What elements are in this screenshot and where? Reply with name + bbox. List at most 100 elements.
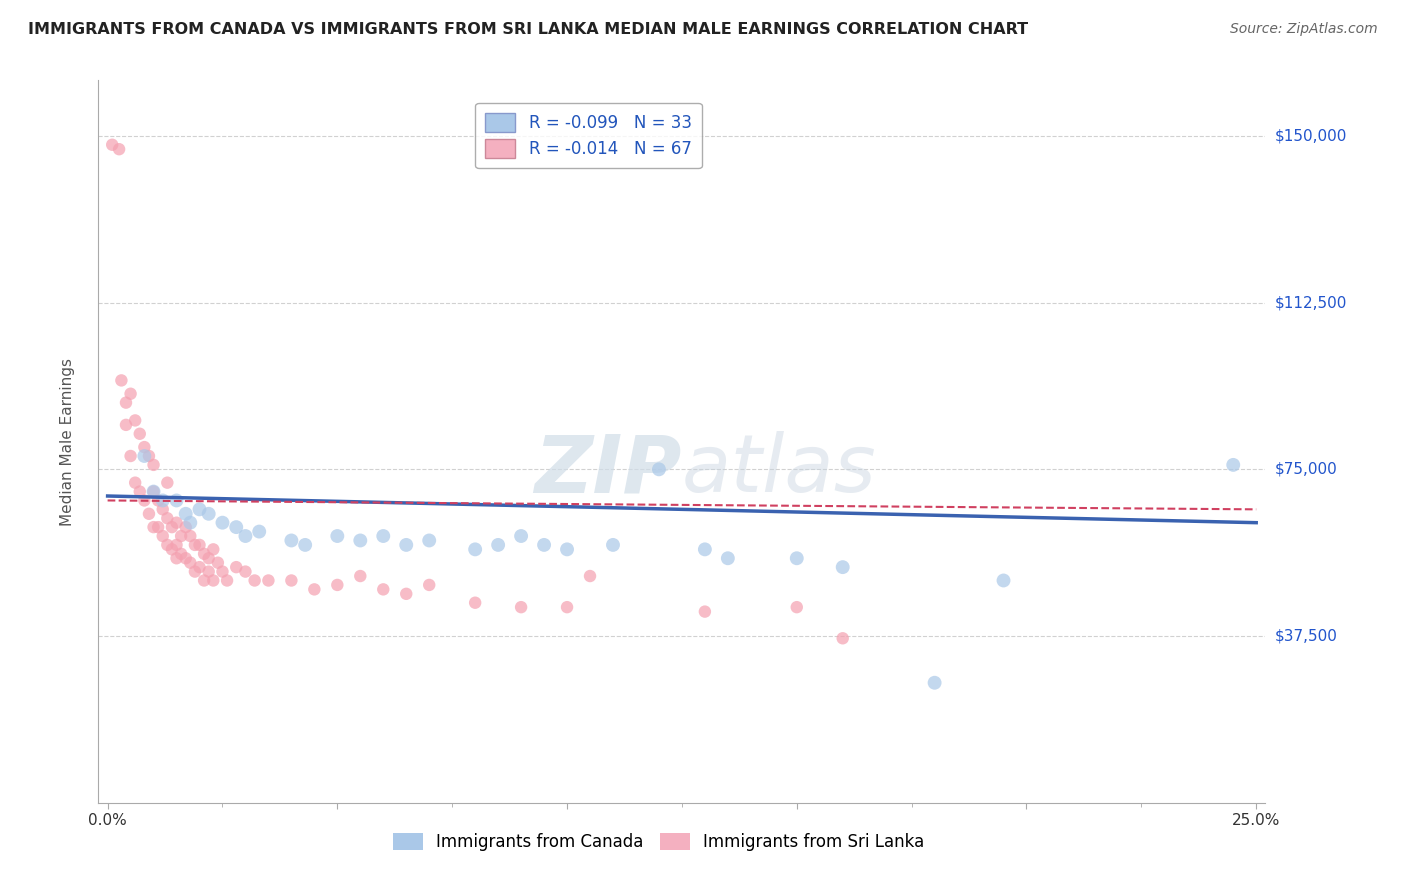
Point bbox=[160, 542, 183, 557]
Point bbox=[142, 458, 165, 472]
Point bbox=[294, 538, 316, 552]
Point bbox=[1222, 458, 1244, 472]
Point bbox=[170, 547, 193, 561]
Point bbox=[831, 560, 853, 574]
Point bbox=[152, 502, 174, 516]
Point bbox=[134, 449, 156, 463]
Point bbox=[257, 574, 280, 588]
Point bbox=[142, 484, 165, 499]
Point bbox=[533, 538, 555, 552]
Point bbox=[486, 538, 509, 552]
Point bbox=[555, 542, 578, 557]
Point bbox=[924, 675, 946, 690]
Point bbox=[170, 529, 193, 543]
Point bbox=[243, 574, 266, 588]
Point bbox=[693, 542, 716, 557]
Point bbox=[179, 556, 201, 570]
Point bbox=[188, 538, 211, 552]
Point bbox=[349, 569, 371, 583]
Point bbox=[156, 475, 179, 490]
Text: $112,500: $112,500 bbox=[1275, 295, 1347, 310]
Point bbox=[211, 516, 233, 530]
Point bbox=[184, 538, 207, 552]
Point bbox=[166, 538, 188, 552]
Point bbox=[193, 574, 215, 588]
Point bbox=[326, 529, 349, 543]
Point bbox=[304, 582, 326, 597]
Point bbox=[326, 578, 349, 592]
Point bbox=[188, 560, 211, 574]
Point bbox=[373, 582, 395, 597]
Point bbox=[510, 529, 533, 543]
Point bbox=[197, 551, 219, 566]
Point bbox=[128, 484, 150, 499]
Point bbox=[108, 142, 131, 156]
Point bbox=[373, 529, 395, 543]
Point bbox=[211, 565, 233, 579]
Point bbox=[166, 551, 188, 566]
Point bbox=[786, 600, 808, 615]
Point bbox=[134, 493, 156, 508]
Point bbox=[124, 475, 146, 490]
Point bbox=[510, 600, 533, 615]
Point bbox=[197, 507, 219, 521]
Point bbox=[197, 565, 219, 579]
Point bbox=[142, 520, 165, 534]
Point bbox=[146, 520, 169, 534]
Point bbox=[993, 574, 1015, 588]
Point bbox=[101, 137, 124, 152]
Point bbox=[831, 632, 853, 646]
Point bbox=[179, 516, 201, 530]
Point bbox=[156, 511, 179, 525]
Point bbox=[602, 538, 624, 552]
Point bbox=[174, 507, 197, 521]
Point bbox=[464, 542, 486, 557]
Point bbox=[202, 542, 225, 557]
Point bbox=[280, 574, 302, 588]
Point bbox=[110, 373, 132, 387]
Point bbox=[120, 449, 142, 463]
Point bbox=[215, 574, 238, 588]
Text: $75,000: $75,000 bbox=[1275, 462, 1337, 477]
Point bbox=[156, 538, 179, 552]
Point bbox=[115, 395, 138, 409]
Point bbox=[179, 529, 201, 543]
Point bbox=[184, 565, 207, 579]
Text: Source: ZipAtlas.com: Source: ZipAtlas.com bbox=[1230, 22, 1378, 37]
Point bbox=[166, 493, 188, 508]
Legend: Immigrants from Canada, Immigrants from Sri Lanka: Immigrants from Canada, Immigrants from … bbox=[384, 825, 934, 860]
Point bbox=[418, 578, 440, 592]
Point bbox=[235, 565, 257, 579]
Point bbox=[146, 493, 169, 508]
Text: ZIP: ZIP bbox=[534, 432, 682, 509]
Point bbox=[579, 569, 602, 583]
Point bbox=[166, 516, 188, 530]
Point bbox=[124, 413, 146, 427]
Point bbox=[280, 533, 302, 548]
Point bbox=[174, 551, 197, 566]
Point bbox=[188, 502, 211, 516]
Point bbox=[202, 574, 225, 588]
Text: atlas: atlas bbox=[682, 432, 877, 509]
Point bbox=[225, 520, 247, 534]
Text: $150,000: $150,000 bbox=[1275, 128, 1347, 144]
Point bbox=[395, 587, 418, 601]
Point bbox=[395, 538, 418, 552]
Point bbox=[235, 529, 257, 543]
Point bbox=[142, 484, 165, 499]
Point bbox=[120, 386, 142, 401]
Y-axis label: Median Male Earnings: Median Male Earnings bbox=[60, 358, 75, 525]
Point bbox=[138, 507, 160, 521]
Point bbox=[138, 449, 160, 463]
Point bbox=[160, 520, 183, 534]
Point bbox=[349, 533, 371, 548]
Point bbox=[193, 547, 215, 561]
Point bbox=[786, 551, 808, 566]
Text: $37,500: $37,500 bbox=[1275, 629, 1337, 643]
Text: IMMIGRANTS FROM CANADA VS IMMIGRANTS FROM SRI LANKA MEDIAN MALE EARNINGS CORRELA: IMMIGRANTS FROM CANADA VS IMMIGRANTS FRO… bbox=[28, 22, 1028, 37]
Point bbox=[152, 493, 174, 508]
Point bbox=[555, 600, 578, 615]
Point bbox=[207, 556, 229, 570]
Point bbox=[115, 417, 138, 432]
Point bbox=[152, 529, 174, 543]
